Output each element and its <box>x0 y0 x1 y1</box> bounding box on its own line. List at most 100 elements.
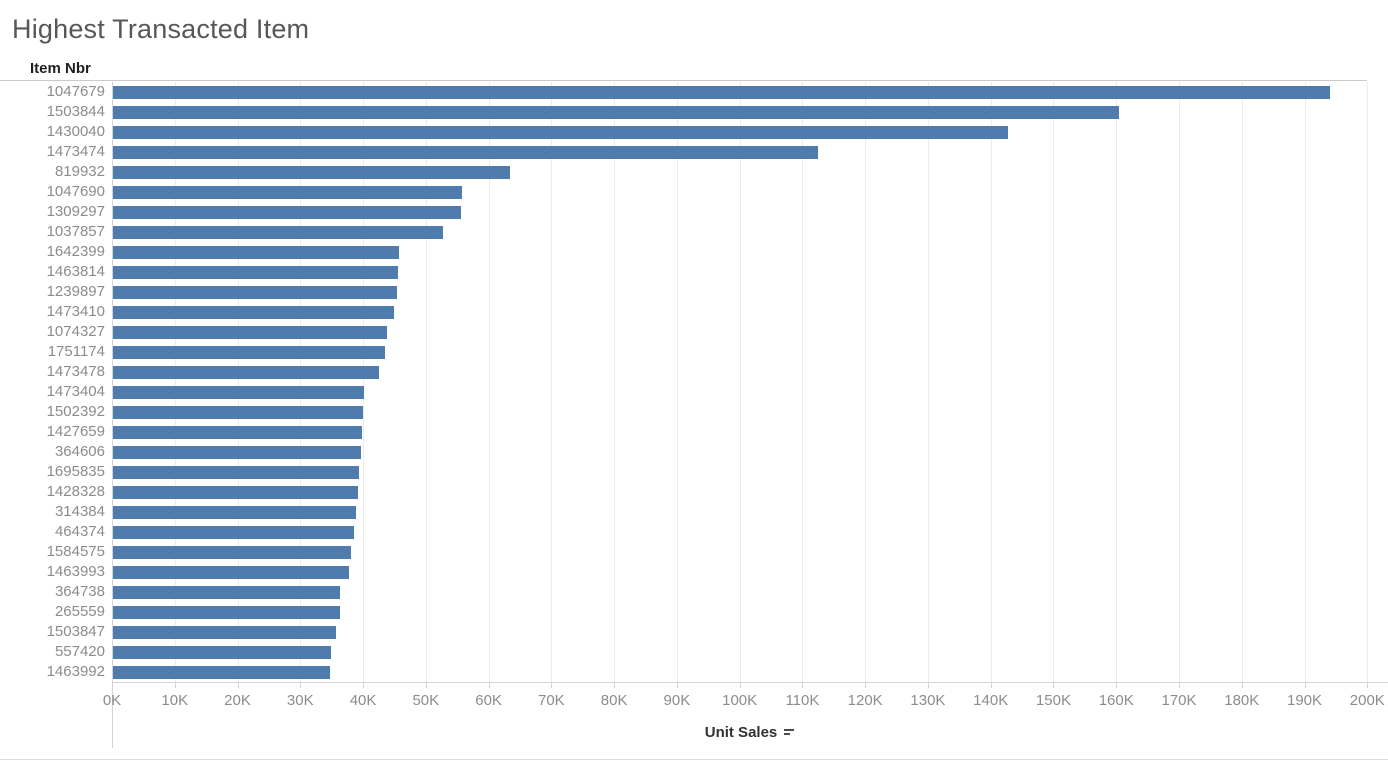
bar[interactable] <box>112 445 362 459</box>
item-label[interactable]: 1239897 <box>46 283 105 300</box>
x-tick <box>802 683 804 688</box>
item-label[interactable]: 1047679 <box>46 83 105 100</box>
gridline <box>927 82 929 682</box>
bar-row <box>112 142 1388 162</box>
item-label[interactable]: 557420 <box>54 643 105 660</box>
item-label[interactable]: 1074327 <box>46 323 105 340</box>
gridline <box>425 82 427 682</box>
bar[interactable] <box>112 665 331 679</box>
bar-row <box>112 662 1388 682</box>
bar[interactable] <box>112 85 1330 99</box>
x-tick-label: 110K <box>785 692 820 709</box>
bar[interactable] <box>112 645 332 659</box>
item-label[interactable]: 1037857 <box>46 223 105 240</box>
x-tick-label: 160K <box>1098 692 1134 709</box>
bar-row <box>112 122 1388 142</box>
bar[interactable] <box>112 165 510 179</box>
bar-row <box>112 322 1388 342</box>
x-tick <box>425 683 427 688</box>
item-label[interactable]: 1473404 <box>46 383 105 400</box>
item-label[interactable]: 364738 <box>54 583 105 600</box>
x-tick <box>676 683 678 688</box>
gridline <box>488 82 490 682</box>
sort-descending-icon[interactable] <box>784 728 795 737</box>
x-tick-label: 10K <box>161 692 189 709</box>
item-label[interactable]: 1427659 <box>46 423 105 440</box>
x-axis-title[interactable]: Unit Sales <box>704 724 778 742</box>
item-label[interactable]: 1502392 <box>46 403 105 420</box>
x-tick <box>1241 683 1243 688</box>
item-label[interactable]: 1428328 <box>46 483 105 500</box>
bar-row <box>112 522 1388 542</box>
item-label[interactable]: 1047690 <box>46 183 105 200</box>
item-label[interactable]: 1463814 <box>46 263 105 280</box>
item-label[interactable]: 1584575 <box>46 543 105 560</box>
item-label[interactable]: 819932 <box>54 163 105 180</box>
item-label[interactable]: 1463992 <box>46 663 105 680</box>
bar[interactable] <box>112 225 443 239</box>
y-axis-line <box>112 82 113 748</box>
bar[interactable] <box>112 605 340 619</box>
item-label[interactable]: 314384 <box>54 503 105 520</box>
bar[interactable] <box>112 305 394 319</box>
item-label[interactable]: 1473474 <box>46 143 105 160</box>
bar[interactable] <box>112 425 362 439</box>
item-label[interactable]: 1430040 <box>46 123 105 140</box>
bar[interactable] <box>112 545 351 559</box>
bar[interactable] <box>112 585 341 599</box>
gridline <box>174 82 176 682</box>
bar[interactable] <box>112 125 1009 139</box>
bar[interactable] <box>112 465 359 479</box>
bar[interactable] <box>112 245 399 259</box>
x-tick-label: 60K <box>475 692 502 709</box>
bar[interactable] <box>112 365 380 379</box>
x-tick <box>739 683 741 688</box>
bar[interactable] <box>112 505 357 519</box>
item-label[interactable]: 1751174 <box>47 343 105 360</box>
bar-row <box>112 422 1388 442</box>
item-label[interactable]: 464374 <box>54 523 105 540</box>
bar[interactable] <box>112 625 337 639</box>
x-tick-label: 190K <box>1286 692 1323 709</box>
item-label[interactable]: 1309297 <box>46 203 105 220</box>
x-tick-label: 170K <box>1161 692 1197 709</box>
bar[interactable] <box>112 185 463 199</box>
bar[interactable] <box>112 105 1120 119</box>
item-label[interactable]: 364606 <box>54 443 105 460</box>
item-label[interactable]: 265559 <box>54 603 105 620</box>
bar[interactable] <box>112 285 397 299</box>
bar[interactable] <box>112 525 355 539</box>
x-tick-label: 200K <box>1349 692 1385 709</box>
item-label[interactable]: 1503844 <box>46 103 105 120</box>
x-tick-label: 150K <box>1035 692 1071 709</box>
x-tick <box>112 683 113 688</box>
item-label[interactable]: 1503847 <box>46 623 105 640</box>
x-tick <box>990 683 992 688</box>
bar[interactable] <box>112 565 350 579</box>
item-label[interactable]: 1463993 <box>46 563 105 580</box>
bar[interactable] <box>112 265 399 279</box>
bar-row <box>112 602 1388 622</box>
bar-row <box>112 262 1388 282</box>
bar[interactable] <box>112 405 364 419</box>
bar[interactable] <box>112 205 461 219</box>
item-label[interactable]: 1695835 <box>46 463 105 480</box>
item-label[interactable]: 1473410 <box>46 303 105 320</box>
bar-row <box>112 302 1388 322</box>
item-label[interactable]: 1642399 <box>46 243 105 260</box>
gridline <box>237 82 239 682</box>
row-field-header[interactable]: Item Nbr <box>30 60 91 77</box>
item-labels: 1047679 1503844 1430040 1473474 819932 104769… <box>0 82 105 682</box>
x-axis-ticks <box>112 683 1388 688</box>
gridline <box>676 82 678 682</box>
bar[interactable] <box>112 385 365 399</box>
x-tick-label: 70K <box>537 692 565 709</box>
x-tick <box>174 683 176 688</box>
bar[interactable] <box>112 145 819 159</box>
bar-row <box>112 182 1388 202</box>
item-label[interactable]: 1473478 <box>46 363 105 380</box>
bar[interactable] <box>112 325 387 339</box>
sheet-bottom-border <box>0 759 1388 760</box>
bar[interactable] <box>112 345 386 359</box>
bar[interactable] <box>112 485 359 499</box>
